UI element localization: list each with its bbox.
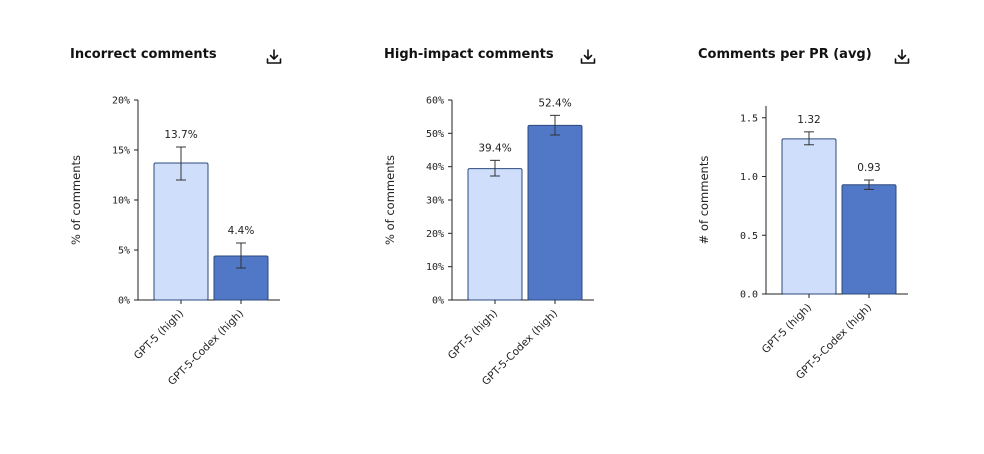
- data-label: 39.4%: [478, 142, 511, 154]
- bar: [153, 162, 209, 301]
- x-tick-label: GPT-5 (high): [132, 308, 186, 362]
- y-axis-label: % of comments: [383, 155, 397, 245]
- chart-panel-high-impact-comments: High-impact comments 0% 10% 20% 30% 40% 50% 60…: [383, 0, 698, 454]
- y-tick-label: 5%: [118, 246, 130, 257]
- bar-chart: 0% 5% 10% 15% 20% % of comments 13.7% GPT-5 (hi…: [69, 96, 280, 388]
- download-button[interactable]: [265, 48, 283, 66]
- y-tick-label: 0.0: [740, 290, 758, 301]
- y-tick-label: 20%: [426, 229, 444, 240]
- download-icon: [580, 49, 596, 64]
- y-tick-label: 40%: [426, 162, 444, 173]
- download-button[interactable]: [579, 48, 597, 66]
- x-tick-label: GPT-5 (high): [446, 308, 500, 362]
- y-tick-label: 10%: [426, 262, 444, 273]
- y-tick-label: 0.5: [740, 231, 758, 242]
- bar-chart: 0% 10% 20% 30% 40% 50% 60% % of comments 39.4% GP…: [383, 96, 594, 388]
- bar: [841, 184, 897, 295]
- y-tick-label: 1.0: [740, 172, 758, 183]
- data-label: 13.7%: [164, 129, 197, 141]
- y-tick-label: 20%: [112, 96, 130, 107]
- data-label: 1.32: [797, 114, 820, 126]
- data-label: 52.4%: [538, 97, 571, 109]
- y-tick-label: 50%: [426, 129, 444, 140]
- chart-title: Comments per PR (avg): [698, 47, 872, 62]
- y-tick-label: 1.5: [740, 113, 758, 124]
- y-tick-label: 30%: [426, 196, 444, 207]
- y-tick-label: 0%: [118, 296, 130, 307]
- bar: [527, 124, 583, 301]
- y-tick-label: 60%: [426, 96, 444, 107]
- bar-chart: 0.0 0.5 1.0 1.5 # of comments 1.32 GPT-5 (high…: [697, 106, 908, 382]
- x-tick-label: GPT-5 (high): [760, 302, 814, 356]
- chart-title: Incorrect comments: [70, 47, 217, 62]
- data-label: 0.93: [857, 162, 880, 174]
- y-axis-label: % of comments: [69, 155, 83, 245]
- y-tick-label: 0%: [432, 296, 444, 307]
- download-button[interactable]: [893, 48, 911, 66]
- chart-panel-incorrect-comments: Incorrect comments 0% 5% 10% 15% 20% % of com…: [69, 0, 384, 454]
- chart-panel-comments-per-pr: Comments per PR (avg) 0.0 0.5 1.0 1.5 # of c…: [697, 0, 984, 454]
- download-icon: [266, 49, 282, 64]
- bar: [781, 138, 837, 295]
- bar: [467, 168, 523, 301]
- download-icon: [894, 49, 910, 64]
- chart-title: High-impact comments: [384, 47, 554, 62]
- data-label: 4.4%: [228, 225, 255, 237]
- y-tick-label: 15%: [112, 146, 130, 157]
- y-tick-label: 10%: [112, 196, 130, 207]
- y-axis-label: # of comments: [697, 156, 711, 245]
